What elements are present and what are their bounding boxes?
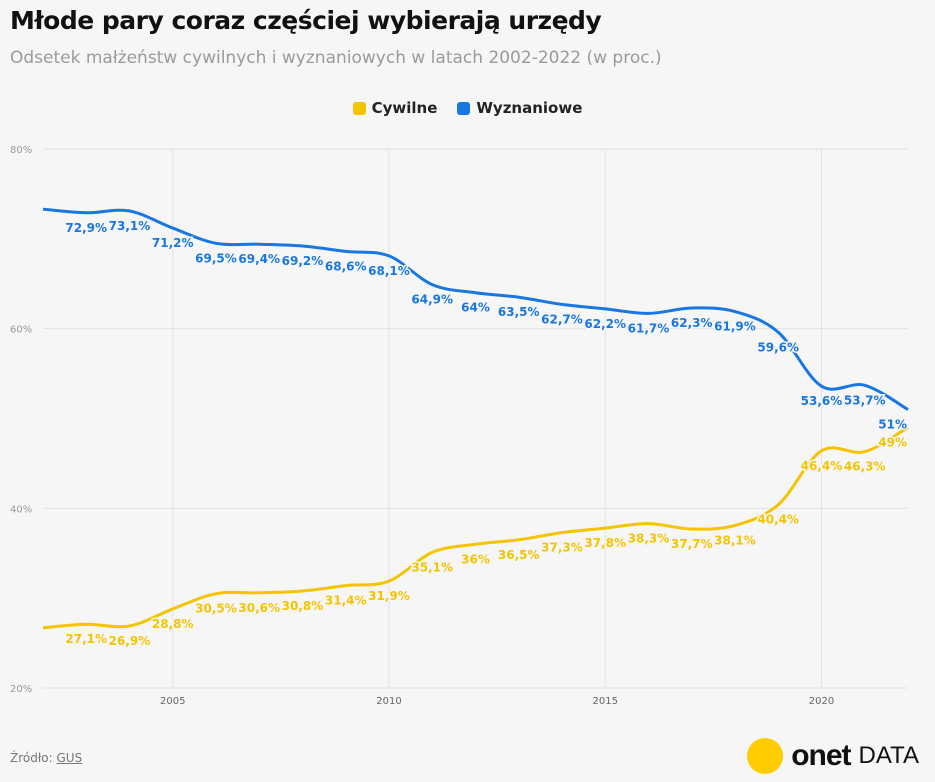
x-tick-label: 2020 bbox=[809, 696, 834, 707]
data-label-cywilne: 36% bbox=[461, 552, 490, 566]
source-label: Źródło: bbox=[10, 751, 53, 765]
x-tick-label: 2005 bbox=[160, 696, 185, 707]
brand-name: onet bbox=[791, 739, 851, 772]
data-label-wyznaniowe: 68,6% bbox=[325, 259, 367, 273]
data-label-wyznaniowe: 68,1% bbox=[368, 264, 410, 278]
data-label-cywilne: 30,6% bbox=[238, 601, 280, 615]
legend-item-cywilne[interactable]: Cywilne bbox=[352, 99, 438, 117]
x-tick-label: 2010 bbox=[376, 696, 401, 707]
data-label-wyznaniowe: 64,9% bbox=[411, 293, 453, 307]
data-label-wyznaniowe: 61,9% bbox=[714, 320, 756, 334]
data-label-cywilne: 37,8% bbox=[584, 536, 626, 550]
y-tick-label: 20% bbox=[10, 684, 32, 695]
data-label-cywilne: 49% bbox=[878, 435, 907, 449]
data-label-cywilne: 30,5% bbox=[195, 602, 237, 616]
source-note: Źródło: GUS bbox=[10, 751, 82, 765]
series-line-wyznaniowe bbox=[42, 207, 909, 411]
x-tick-label: 2015 bbox=[593, 696, 618, 707]
data-label-wyznaniowe: 62,2% bbox=[584, 317, 626, 331]
legend-label-wyznaniowe: Wyznaniowe bbox=[476, 99, 583, 117]
y-tick-label: 60% bbox=[10, 325, 32, 336]
y-tick-label: 40% bbox=[10, 504, 32, 515]
y-tick-label: 80% bbox=[10, 145, 32, 156]
data-label-wyznaniowe: 69,5% bbox=[195, 251, 237, 265]
data-label-wyznaniowe: 53,7% bbox=[844, 393, 886, 407]
legend-swatch-cywilne bbox=[352, 101, 366, 115]
line-chart: 20% 40% 60% 80% 2005 2010 2015 2020 27,1% 26,9%28… bbox=[10, 145, 909, 707]
brand-logo: onet DATA bbox=[747, 738, 919, 774]
data-label-cywilne: 38,3% bbox=[628, 532, 670, 546]
legend: Cywilne Wyznaniowe bbox=[0, 99, 935, 117]
data-label-wyznaniowe: 51% bbox=[878, 418, 907, 432]
brand-suffix: DATA bbox=[858, 742, 919, 769]
data-label-wyznaniowe: 73,1% bbox=[109, 219, 151, 233]
series-line-cywilne bbox=[42, 426, 909, 630]
data-label-cywilne: 31,4% bbox=[325, 594, 367, 608]
brand-dot-icon bbox=[747, 738, 784, 774]
data-label-cywilne: 38,1% bbox=[714, 533, 756, 547]
data-label-cywilne: 35,1% bbox=[411, 560, 453, 574]
data-label-cywilne: 46,4% bbox=[801, 459, 843, 473]
legend-label-cywilne: Cywilne bbox=[371, 99, 438, 117]
data-label-cywilne: 27,1% bbox=[65, 632, 107, 646]
source-link[interactable]: GUS bbox=[56, 751, 83, 765]
data-label-wyznaniowe: 59,6% bbox=[757, 340, 799, 354]
legend-swatch-wyznaniowe bbox=[457, 101, 471, 115]
data-label-cywilne: 46,3% bbox=[844, 460, 886, 474]
chart-subtitle: Odsetek małżeństw cywilnych i wyznaniowy… bbox=[10, 48, 662, 68]
data-label-cywilne: 26,9% bbox=[109, 634, 151, 648]
data-label-wyznaniowe: 69,4% bbox=[238, 252, 280, 266]
data-label-wyznaniowe: 62,3% bbox=[671, 316, 713, 330]
data-label-cywilne: 37,3% bbox=[541, 541, 583, 555]
data-label-cywilne: 30,8% bbox=[282, 599, 324, 613]
data-label-wyznaniowe: 61,7% bbox=[628, 321, 670, 335]
data-label-wyznaniowe: 64% bbox=[461, 301, 490, 315]
data-label-wyznaniowe: 69,2% bbox=[282, 254, 324, 268]
data-label-cywilne: 36,5% bbox=[498, 548, 540, 562]
data-label-wyznaniowe: 63,5% bbox=[498, 305, 540, 319]
data-label-cywilne: 31,9% bbox=[368, 589, 410, 603]
data-label-wyznaniowe: 53,6% bbox=[801, 394, 843, 408]
data-label-wyznaniowe: 71,2% bbox=[152, 236, 194, 250]
legend-item-wyznaniowe[interactable]: Wyznaniowe bbox=[457, 99, 582, 117]
chart-title: Młode pary coraz częściej wybierają urzę… bbox=[10, 6, 602, 35]
data-label-cywilne: 37,7% bbox=[671, 537, 713, 551]
data-label-wyznaniowe: 62,7% bbox=[541, 312, 583, 326]
data-label-wyznaniowe: 72,9% bbox=[65, 221, 107, 235]
data-label-cywilne: 40,4% bbox=[757, 513, 799, 527]
data-label-cywilne: 28,8% bbox=[152, 617, 194, 631]
